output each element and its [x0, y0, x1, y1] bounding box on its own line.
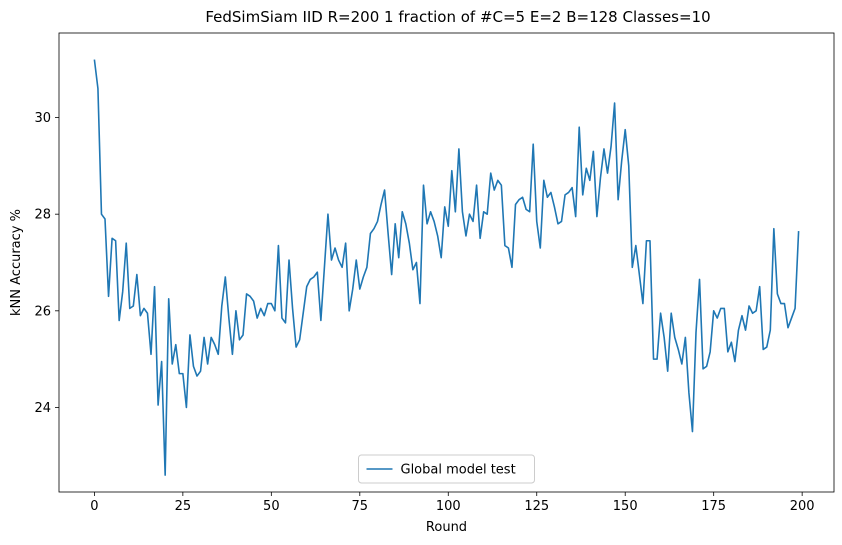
x-tick-label: 75: [352, 499, 369, 514]
x-tick-label: 100: [436, 499, 461, 514]
y-tick-label: 28: [34, 208, 51, 223]
x-tick-label: 175: [701, 499, 726, 514]
plot-frame: [58, 32, 835, 493]
x-tick-label: 125: [524, 499, 549, 514]
chart-title: FedSimSiam IID R=200 1 fraction of #C=5 …: [205, 8, 710, 26]
y-tick-label: 26: [34, 304, 51, 319]
x-tick-label: 50: [263, 499, 280, 514]
x-axis-label: Round: [426, 520, 467, 535]
y-axis: 24 26 28 30: [34, 111, 59, 416]
y-axis-label: kNN Accuracy %: [9, 209, 24, 316]
legend-box: [358, 454, 535, 484]
x-tick-label: 0: [90, 499, 98, 514]
plot-area: [59, 33, 834, 492]
x-tick-label: 150: [613, 499, 638, 514]
x-tick-label: 25: [175, 499, 192, 514]
legend: Global model test: [358, 454, 535, 484]
y-tick-label: 24: [34, 401, 51, 416]
x-tick-label: 200: [790, 499, 815, 514]
series-line-global-model-test: [93, 59, 800, 476]
legend-label: Global model test: [401, 463, 516, 478]
x-axis: 0 25 50 75 100 125 150 175 200: [90, 492, 815, 514]
y-tick-label: 30: [34, 111, 51, 126]
